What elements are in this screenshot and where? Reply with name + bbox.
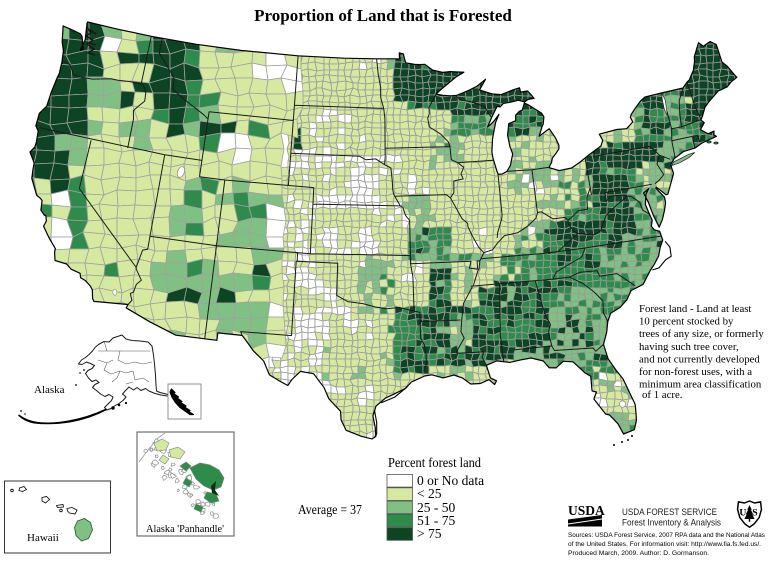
svg-text:Produced March, 2009. Author:: Produced March, 2009. Author: D. Gormans… <box>568 550 709 557</box>
svg-text:Forest land - Land at least: Forest land - Land at least <box>639 303 751 315</box>
svg-text:USDA: USDA <box>568 503 605 518</box>
svg-text:25 - 50: 25 - 50 <box>417 500 455 515</box>
svg-text:U: U <box>739 508 746 519</box>
svg-text:and not currently developed: and not currently developed <box>639 353 760 365</box>
svg-text:having such tree cover,: having such tree cover, <box>639 341 739 353</box>
svg-text:51 - 75: 51 - 75 <box>417 513 455 528</box>
svg-text:of 1 acre.: of 1 acre. <box>642 389 682 401</box>
svg-text:trees of any size, or formerly: trees of any size, or formerly <box>639 328 764 340</box>
svg-text:USDA FOREST SERVICE: USDA FOREST SERVICE <box>622 507 717 517</box>
svg-text:for non-forest uses, with a: for non-forest uses, with a <box>639 366 752 378</box>
svg-text:of the United States. For info: of the United States. For information vi… <box>568 541 761 548</box>
svg-text:Alaska 'Panhandle': Alaska 'Panhandle' <box>146 523 224 535</box>
svg-text:Hawaii: Hawaii <box>27 532 59 544</box>
svg-text:Alaska: Alaska <box>34 384 65 396</box>
svg-text:Average = 37: Average = 37 <box>298 502 362 517</box>
svg-text:Percent forest land: Percent forest land <box>388 455 481 470</box>
svg-text:Sources: USDA Forest Service,: Sources: USDA Forest Service, 2007 RPA d… <box>568 532 766 539</box>
svg-text:< 25: < 25 <box>417 486 442 501</box>
svg-text:> 75: > 75 <box>417 526 442 541</box>
svg-text:Proportion of Land that is For: Proportion of Land that is Forested <box>254 6 512 25</box>
svg-text:S: S <box>752 508 757 519</box>
svg-text:Forest Inventory & Analysis: Forest Inventory & Analysis <box>622 518 722 528</box>
svg-text:10 percent stocked by: 10 percent stocked by <box>639 316 734 328</box>
svg-text:0 or No data: 0 or No data <box>417 473 484 488</box>
svg-text:minimum area classification: minimum area classification <box>639 379 762 391</box>
